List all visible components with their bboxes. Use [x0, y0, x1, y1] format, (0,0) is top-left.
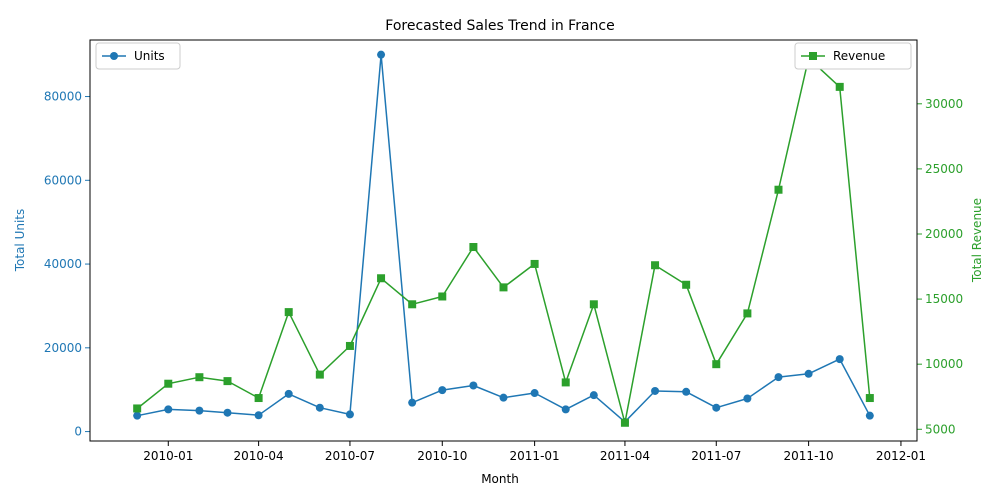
- legend-revenue-label: Revenue: [833, 49, 885, 63]
- left-y-tick-label: 20000: [44, 341, 82, 355]
- units-point: [712, 403, 721, 412]
- revenue-point: [438, 292, 447, 301]
- revenue-point: [345, 341, 354, 350]
- revenue-point: [743, 309, 752, 318]
- x-tick-label: 2010-07: [325, 449, 375, 463]
- left-y-axis-ticks: 0 20000 40000 60000 80000: [44, 90, 90, 439]
- revenue-point: [589, 300, 598, 309]
- units-point: [345, 410, 354, 419]
- units-point: [561, 405, 570, 414]
- left-y-tick-label: 40000: [44, 257, 82, 271]
- revenue-point: [774, 185, 783, 194]
- right-y-axis-ticks: 5000 10000 15000 20000 25000 30000: [917, 97, 963, 436]
- units-point: [530, 389, 539, 398]
- legend-units-box: [95, 42, 181, 70]
- revenue-point: [408, 300, 417, 309]
- x-tick-label: 2010-04: [234, 449, 284, 463]
- units-point: [377, 50, 386, 59]
- revenue-point: [530, 259, 539, 268]
- x-tick-label: 2011-07: [691, 449, 741, 463]
- revenue-point: [620, 418, 629, 427]
- revenue-point: [499, 283, 508, 292]
- legend-revenue-marker: [809, 52, 817, 60]
- units-point: [865, 411, 874, 420]
- units-point: [743, 394, 752, 403]
- revenue-point: [315, 370, 324, 379]
- units-point: [164, 405, 173, 414]
- revenue-point: [651, 261, 660, 270]
- x-tick-label: 2011-04: [600, 449, 650, 463]
- right-y-tick-label: 5000: [925, 422, 956, 436]
- legend-units-label: Units: [134, 49, 165, 63]
- units-point: [254, 411, 263, 420]
- revenue-point: [133, 404, 142, 413]
- right-y-tick-label: 20000: [925, 227, 963, 241]
- left-y-axis-title: Total Units: [13, 209, 27, 273]
- revenue-point: [254, 394, 263, 403]
- revenue-point: [469, 243, 478, 252]
- right-y-tick-label: 30000: [925, 97, 963, 111]
- legend-revenue: Revenue: [794, 42, 912, 70]
- revenue-point: [712, 360, 721, 369]
- x-tick-label: 2011-01: [510, 449, 560, 463]
- legend-units-marker: [110, 52, 118, 60]
- revenue-point: [682, 280, 691, 289]
- x-tick-label: 2010-01: [143, 449, 193, 463]
- revenue-point: [865, 394, 874, 403]
- units-point: [682, 387, 691, 396]
- units-point: [133, 411, 142, 420]
- right-y-tick-label: 10000: [925, 357, 963, 371]
- units-point: [804, 369, 813, 378]
- units-point: [469, 381, 478, 390]
- left-y-tick-label: 60000: [44, 173, 82, 187]
- revenue-point: [377, 274, 386, 283]
- units-point: [315, 403, 324, 412]
- x-tick-label: 2011-10: [784, 449, 834, 463]
- revenue-point: [195, 373, 204, 382]
- units-point: [651, 386, 660, 395]
- right-y-tick-label: 15000: [925, 292, 963, 306]
- units-point: [223, 408, 232, 417]
- units-point: [284, 389, 293, 398]
- left-y-tick-label: 0: [74, 425, 82, 439]
- units-point: [438, 386, 447, 395]
- x-axis-ticks: 2010-01 2010-04 2010-07 2010-10 2011-01 2011-…: [143, 441, 926, 463]
- right-y-tick-label: 25000: [925, 162, 963, 176]
- revenue-point: [835, 82, 844, 91]
- units-point: [835, 355, 844, 364]
- revenue-point: [164, 379, 173, 388]
- units-point: [589, 391, 598, 400]
- units-point: [195, 406, 204, 415]
- legend-revenue-box: [794, 42, 912, 70]
- revenue-point: [223, 377, 232, 386]
- revenue-point: [561, 378, 570, 387]
- units-point: [499, 393, 508, 402]
- units-point: [774, 373, 783, 382]
- right-y-axis-title: Total Revenue: [970, 198, 984, 283]
- left-y-tick-label: 80000: [44, 90, 82, 104]
- plot-area-frame: [89, 39, 918, 442]
- x-tick-label: 2012-01: [876, 449, 926, 463]
- units-point: [408, 398, 417, 407]
- revenue-point: [284, 308, 293, 317]
- x-tick-label: 2010-10: [417, 449, 467, 463]
- chart-title: Forecasted Sales Trend in France: [385, 18, 614, 34]
- x-axis-title: Month: [481, 472, 519, 486]
- legend-units: Units: [95, 42, 181, 70]
